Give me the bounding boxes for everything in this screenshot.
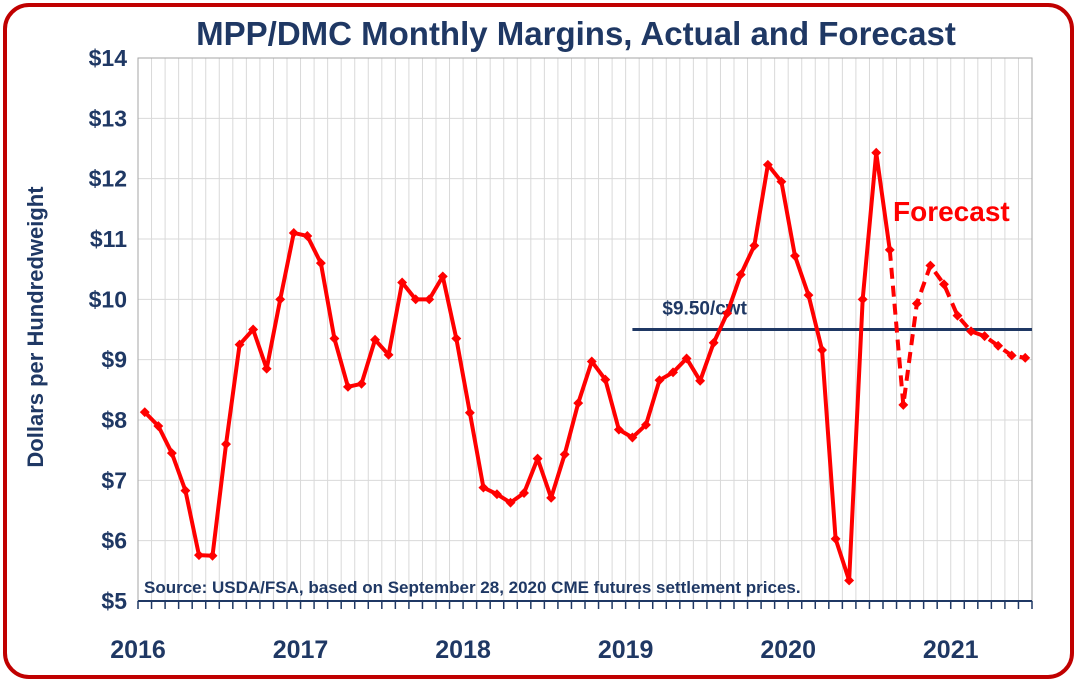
forecast-data-point [925, 260, 936, 271]
actual-data-point [383, 349, 394, 360]
series-group [139, 147, 1031, 586]
actual-data-point [871, 147, 882, 158]
actual-data-point [749, 240, 760, 251]
actual-data-point [735, 269, 746, 280]
actual-data-point [343, 381, 353, 392]
source-note: Source: USDA/FSA, based on September 28,… [144, 578, 801, 597]
actual-data-point [627, 432, 638, 443]
forecast-data-point [993, 340, 1004, 351]
actual-data-point [613, 424, 624, 435]
actual-data-point [532, 453, 543, 464]
chart-title: MPP/DMC Monthly Margins, Actual and Fore… [196, 15, 956, 52]
actual-data-point [857, 294, 868, 305]
forecast-data-point [898, 399, 909, 410]
y-tick-label: $10 [89, 286, 127, 312]
actual-data-point [139, 407, 150, 418]
actual-data-point [668, 367, 678, 378]
actual-data-point [437, 271, 448, 282]
actual-data-point [451, 333, 462, 344]
actual-data-point [261, 363, 272, 374]
actual-data-point [817, 345, 827, 355]
y-axis-label: Dollars per Hundredweight [23, 186, 48, 468]
chart-frame [3, 3, 1074, 679]
y-tick-label: $12 [89, 166, 127, 192]
actual-data-point [654, 375, 665, 386]
actual-data-point [478, 482, 489, 493]
reference-line-label: $9.50/cwt [662, 299, 747, 320]
forecast-data-point [1006, 350, 1017, 361]
forecast-data-point [1020, 352, 1031, 363]
actual-data-point [546, 492, 557, 503]
actual-data-point [207, 550, 218, 561]
actual-data-point [275, 294, 286, 305]
x-tick-label: 2021 [923, 636, 979, 664]
actual-data-point [410, 294, 421, 305]
actual-data-point [492, 489, 502, 500]
actual-data-point [315, 258, 326, 269]
x-tick-label: 2020 [760, 636, 816, 664]
actual-data-point [194, 550, 204, 561]
y-tick-label: $7 [101, 467, 127, 493]
forecast-data-point [952, 310, 963, 321]
actual-series-line [143, 150, 892, 583]
y-tick-label: $13 [89, 105, 127, 131]
forecast-data-point [966, 326, 976, 337]
actual-data-point [830, 533, 841, 544]
actual-data-point [708, 337, 719, 348]
actual-data-point [370, 334, 380, 345]
actual-data-point [180, 485, 191, 496]
x-tick-label: 2017 [273, 636, 329, 664]
actual-data-point [776, 176, 787, 187]
actual-data-point [695, 375, 706, 386]
y-axis-ticks: $5 $6 $7 $8 $9 $10 $11 $12 $13 $14 [89, 45, 128, 614]
actual-data-point [424, 294, 435, 305]
actual-data-point [641, 419, 651, 430]
x-axis-tick-labels: 2016 2017 2018 2019 2020 2021 [110, 636, 978, 664]
forecast-data-point [939, 279, 949, 290]
actual-data-point [166, 448, 177, 459]
x-axis [137, 600, 1033, 609]
actual-data-point [844, 575, 855, 586]
y-tick-label: $8 [101, 407, 127, 433]
actual-data-point [221, 439, 231, 450]
actual-data-point [681, 353, 692, 364]
actual-data-point [559, 449, 570, 460]
actual-data-point [519, 488, 529, 498]
actual-data-point [573, 398, 584, 409]
actual-data-point [153, 421, 164, 431]
x-tick-label: 2019 [598, 636, 654, 664]
actual-data-point [803, 290, 814, 301]
y-tick-label: $6 [101, 528, 127, 554]
actual-data-point [302, 231, 313, 241]
actual-data-point [790, 250, 800, 261]
forecast-data-point [911, 298, 922, 309]
forecast-annotation: Forecast [893, 196, 1010, 227]
x-tick-label: 2016 [110, 636, 166, 664]
actual-data-point [234, 339, 245, 350]
actual-data-point [356, 378, 367, 389]
actual-data-point [464, 407, 475, 418]
y-tick-label: $14 [89, 45, 128, 71]
actual-data-point [397, 277, 408, 288]
actual-data-point [762, 159, 773, 170]
y-tick-label: $5 [101, 588, 127, 614]
actual-data-point [329, 333, 340, 344]
actual-data-point [586, 356, 597, 367]
forecast-series-line [887, 249, 1026, 407]
actual-data-point [722, 308, 733, 319]
actual-data-point [288, 228, 299, 238]
y-tick-label: $11 [90, 226, 127, 252]
y-tick-label: $9 [101, 347, 127, 373]
actual-data-point [600, 374, 611, 385]
forecast-data-point [979, 331, 990, 342]
x-tick-label: 2018 [435, 636, 491, 664]
actual-data-point [505, 497, 516, 508]
